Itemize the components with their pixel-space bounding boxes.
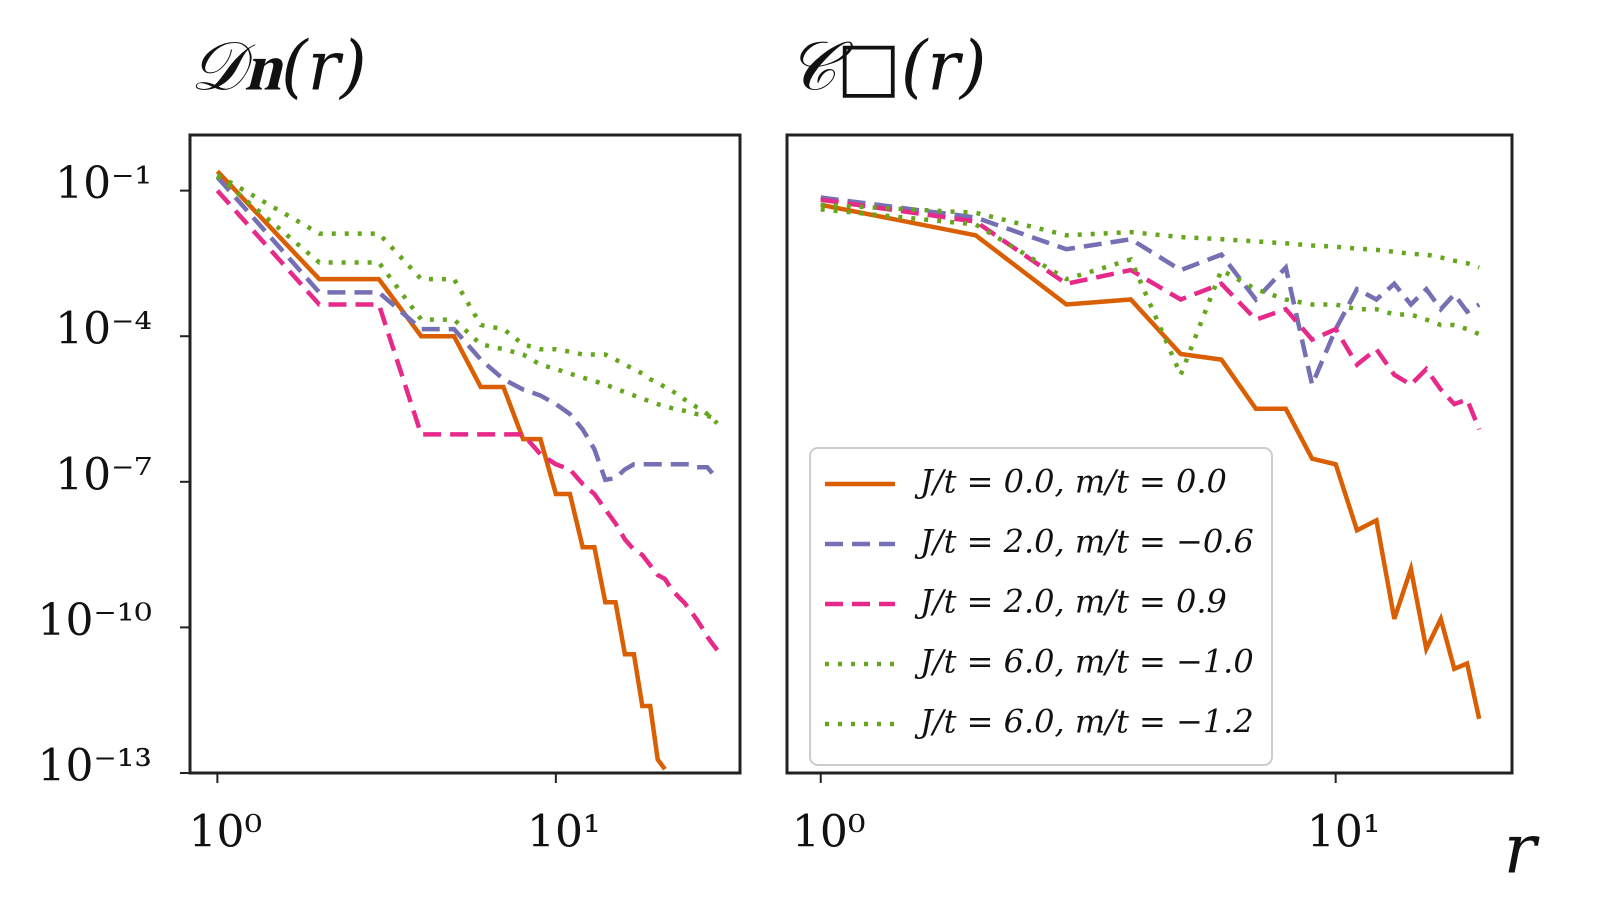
legend-label: J/t = 0.0, m/t = 0.0 [914,463,1227,501]
x-tick-label: 10⁰ [792,807,866,858]
series-line [215,174,718,421]
legend-label: J/t = 6.0, m/t = −1.2 [914,703,1254,741]
plot-frame [785,133,1514,775]
chart-title: 𝒟𝐧(𝑟) [190,28,367,107]
y-tick-label: 10⁻⁴ [55,304,152,355]
series-line [215,169,667,771]
series-line [820,202,1482,720]
y-tick-label: 10⁻¹ [55,158,152,209]
series-line [820,197,1482,431]
x-tick-label: 10¹ [527,807,601,858]
y-tick-label: 10⁻¹⁰ [38,595,153,646]
series-line [215,175,718,483]
y-tick-label: 10⁻⁷ [55,449,152,500]
legend-label: J/t = 2.0, m/t = −0.6 [914,523,1254,561]
series-line [216,173,719,426]
legend-label: J/t = 6.0, m/t = −1.0 [914,643,1254,681]
series-line [820,195,1481,393]
legend-label: J/t = 2.0, m/t = 0.9 [914,583,1227,621]
x-tick-label: 10¹ [1307,807,1381,858]
series-line [820,207,1481,381]
y-tick-label: 10⁻¹³ [38,741,153,792]
plot-area [820,195,1482,720]
legend-box [809,447,1273,766]
x-axis-label: 𝑟 [1504,811,1540,890]
chart-title: 𝒞□(𝑟) [787,28,986,107]
series-line [820,202,1480,270]
plot-frame [188,133,742,775]
plot-area [215,169,720,771]
x-tick-label: 10⁰ [189,807,263,858]
